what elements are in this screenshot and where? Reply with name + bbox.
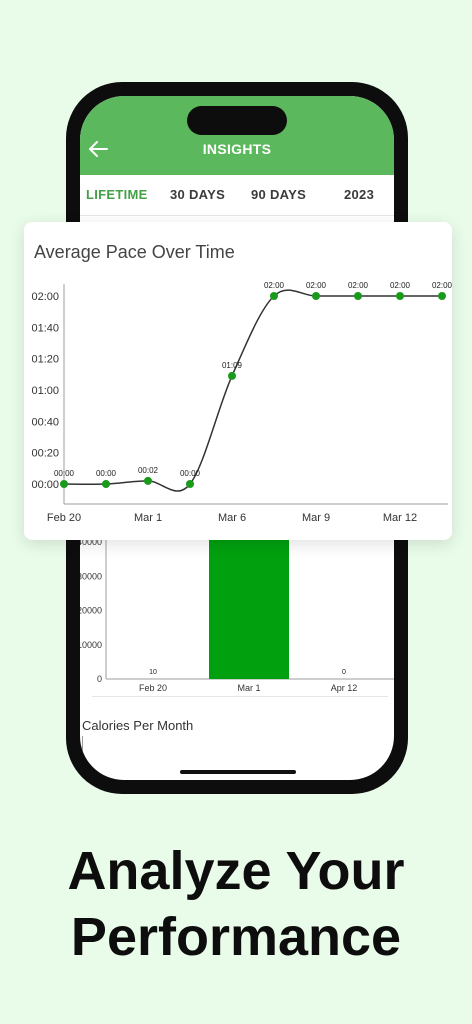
tab-2023[interactable]: 2023 <box>344 187 375 202</box>
bar-x-tick-label: Apr 12 <box>331 683 358 693</box>
y-tick-label: 01:40 <box>31 322 59 334</box>
pace-data-label: 02:00 <box>306 281 327 290</box>
bar-y-tick-label: 40000 <box>80 537 102 547</box>
period-tabs: LIFETIME 30 DAYS 90 DAYS 2023 <box>80 175 394 216</box>
back-arrow-icon[interactable] <box>86 137 110 161</box>
pace-data-label: 02:00 <box>348 281 369 290</box>
bar-x-tick-label: Feb 20 <box>139 683 167 693</box>
bar <box>209 536 289 679</box>
bar-value-label: 10 <box>149 669 157 676</box>
pace-data-point <box>270 292 278 300</box>
bar-y-tick-label: 10000 <box>80 640 102 650</box>
pace-data-point <box>438 292 446 300</box>
x-tick-label: Mar 12 <box>383 512 417 524</box>
pace-data-point <box>312 292 320 300</box>
pace-data-point <box>228 371 236 380</box>
x-tick-label: Mar 1 <box>134 512 162 524</box>
pace-data-point <box>102 480 110 488</box>
pace-data-label: 00:00 <box>180 469 201 478</box>
app-bar: INSIGHTS <box>80 96 394 175</box>
bar-y-tick-label: 20000 <box>80 606 102 616</box>
pace-data-label: 02:00 <box>390 281 411 290</box>
pace-data-point <box>396 292 404 300</box>
pace-chart-title: Average Pace Over Time <box>34 242 235 262</box>
pace-data-label: 01:09 <box>222 361 243 370</box>
headline-line-1: Analyze Your <box>67 841 405 901</box>
headline-line-2: Performance <box>70 907 402 967</box>
bar-y-tick-label: 0 <box>97 674 102 684</box>
home-indicator[interactable] <box>180 770 296 774</box>
calories-chart-title: Calories Per Month <box>82 718 194 733</box>
x-tick-label: Mar 6 <box>218 512 246 524</box>
pace-data-label: 00:00 <box>54 469 75 478</box>
pace-data-point <box>60 480 68 488</box>
y-tick-label: 02:00 <box>31 291 59 303</box>
page-title: INSIGHTS <box>202 141 272 157</box>
y-tick-label: 01:00 <box>31 385 59 397</box>
tab-90-days[interactable]: 90 DAYS <box>251 187 307 202</box>
pace-data-label: 02:00 <box>432 281 452 290</box>
section-divider <box>92 696 388 697</box>
y-tick-label: 00:00 <box>31 479 59 491</box>
camera-notch <box>187 106 287 135</box>
bar-value-label: 0 <box>342 669 346 676</box>
pace-data-label: 00:00 <box>96 469 117 478</box>
pace-chart-card: Average Pace Over Time 00:00 00:20 00:40 01… <box>24 222 452 540</box>
x-tick-label: Feb 20 <box>47 512 81 524</box>
tab-lifetime[interactable]: LIFETIME <box>86 187 148 202</box>
pace-data-point <box>144 476 152 485</box>
bar-x-tick-label: Mar 1 <box>237 683 260 693</box>
y-tick-label: 00:40 <box>31 416 59 428</box>
y-tick-label: 01:20 <box>31 354 59 366</box>
headline: Analyze Your Performance <box>0 838 472 970</box>
pace-data-label: 00:02 <box>138 466 159 475</box>
pace-data-point <box>354 292 362 300</box>
calories-chart-axis <box>82 736 83 776</box>
tab-30-days[interactable]: 30 DAYS <box>170 187 226 202</box>
y-tick-label: 00:20 <box>31 448 59 460</box>
pace-series-line <box>63 289 442 492</box>
pace-data-label: 02:00 <box>264 281 285 290</box>
pace-line-chart: 00:00 00:20 00:40 01:00 01:20 01:40 02:00 Feb 2… <box>31 281 452 524</box>
pace-data-point <box>186 480 194 488</box>
x-tick-label: Mar 9 <box>302 512 330 524</box>
